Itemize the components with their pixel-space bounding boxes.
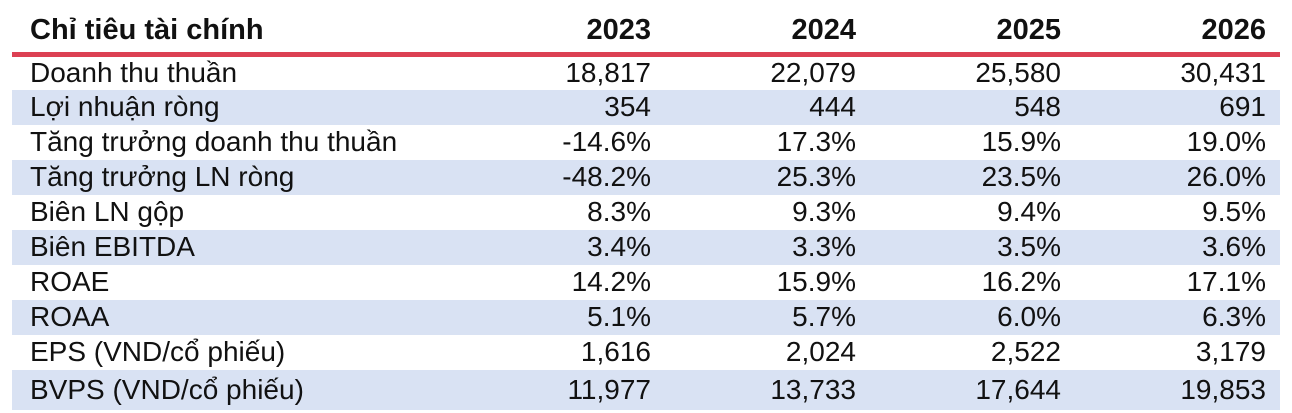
row-value-2023: -14.6%	[562, 126, 651, 157]
row-label: Biên EBITDA	[30, 231, 195, 262]
row-value-2026: 19.0%	[1186, 126, 1266, 157]
row-value-2026: 691	[1219, 91, 1266, 122]
row-label: Doanh thu thuần	[30, 57, 238, 89]
financials-table: Chỉ tiêu tài chính 2023 2024 2025 2026 D…	[12, 8, 1280, 410]
header-row: Chỉ tiêu tài chính 2023 2024 2025 2026	[12, 8, 1280, 57]
row-value-2023: -48.2%	[562, 161, 651, 192]
row-value-2026: 19,853	[1180, 373, 1266, 405]
row-value-2026: 17.1%	[1186, 266, 1266, 297]
row-value-2024: 2,024	[785, 336, 856, 367]
row-label: EPS (VND/cổ phiếu)	[30, 336, 286, 367]
row-value-2024: 3.3%	[792, 231, 856, 262]
header-metric-label: Chỉ tiêu tài chính	[12, 8, 460, 57]
header-year-2025: 2025	[870, 8, 1075, 57]
table-row: Tăng trưởng doanh thu thuần -14.6% 17.3%…	[12, 125, 1280, 160]
table-row: Tăng trưởng LN ròng -48.2% 25.3% 23.5% 2…	[12, 159, 1280, 195]
row-value-2026: 6.3%	[1202, 301, 1266, 332]
header-year-2023: 2023	[460, 8, 665, 57]
row-label: Lợi nhuận ròng	[30, 91, 220, 122]
row-value-2025: 6.0%	[997, 301, 1061, 332]
row-label: Biên LN gộp	[30, 196, 185, 227]
row-label: ROAE	[30, 266, 110, 297]
table-row: Doanh thu thuần 18,817 22,079 25,580 30,…	[12, 55, 1280, 90]
row-value-2023: 5.1%	[587, 301, 651, 332]
row-value-2025: 548	[1014, 91, 1061, 122]
row-value-2023: 3.4%	[587, 231, 651, 262]
row-value-2023: 1,616	[580, 336, 651, 367]
row-value-2025: 2,522	[990, 336, 1061, 367]
row-value-2025: 3.5%	[997, 231, 1061, 262]
header-year-2026: 2026	[1075, 8, 1280, 57]
row-value-2025: 25,580	[975, 57, 1061, 89]
row-value-2026: 26.0%	[1186, 161, 1266, 192]
table-row: BVPS (VND/cổ phiếu) 11,977 13,733 17,644…	[12, 369, 1280, 410]
row-value-2025: 17,644	[975, 373, 1061, 405]
row-value-2024: 22,079	[770, 57, 856, 89]
row-value-2024: 15.9%	[776, 266, 856, 297]
table-row: Biên LN gộp 8.3% 9.3% 9.4% 9.5%	[12, 195, 1280, 230]
header-year-2024: 2024	[665, 8, 870, 57]
row-value-2024: 9.3%	[792, 196, 856, 227]
row-value-2023: 8.3%	[587, 196, 651, 227]
financials-table-body: Doanh thu thuần 18,817 22,079 25,580 30,…	[12, 55, 1280, 410]
row-value-2023: 18,817	[565, 57, 651, 89]
table-row: EPS (VND/cổ phiếu) 1,616 2,024 2,522 3,1…	[12, 335, 1280, 370]
row-value-2025: 15.9%	[981, 126, 1061, 157]
row-label: Tăng trưởng LN ròng	[30, 161, 295, 192]
table-row: ROAE 14.2% 15.9% 16.2% 17.1%	[12, 265, 1280, 300]
row-label: ROAA	[30, 301, 110, 332]
table-row: Lợi nhuận ròng 354 444 548 691	[12, 89, 1280, 125]
row-label: Tăng trưởng doanh thu thuần	[30, 126, 398, 157]
row-value-2024: 25.3%	[776, 161, 856, 192]
row-value-2026: 9.5%	[1202, 196, 1266, 227]
row-value-2023: 14.2%	[571, 266, 651, 297]
row-value-2025: 23.5%	[981, 161, 1061, 192]
row-value-2026: 3.6%	[1202, 231, 1266, 262]
row-value-2025: 16.2%	[981, 266, 1061, 297]
table-row: ROAA 5.1% 5.7% 6.0% 6.3%	[12, 299, 1280, 335]
row-value-2024: 17.3%	[776, 126, 856, 157]
row-value-2024: 13,733	[770, 373, 856, 405]
table-row: Biên EBITDA 3.4% 3.3% 3.5% 3.6%	[12, 229, 1280, 265]
row-value-2024: 444	[809, 91, 856, 122]
row-value-2026: 30,431	[1180, 57, 1266, 89]
row-label: BVPS (VND/cổ phiếu)	[30, 373, 304, 405]
financials-table-header: Chỉ tiêu tài chính 2023 2024 2025 2026	[12, 8, 1280, 57]
row-value-2024: 5.7%	[792, 301, 856, 332]
row-value-2023: 354	[604, 91, 651, 122]
row-value-2026: 3,179	[1195, 336, 1266, 367]
row-value-2023: 11,977	[567, 373, 651, 405]
row-value-2025: 9.4%	[997, 196, 1061, 227]
